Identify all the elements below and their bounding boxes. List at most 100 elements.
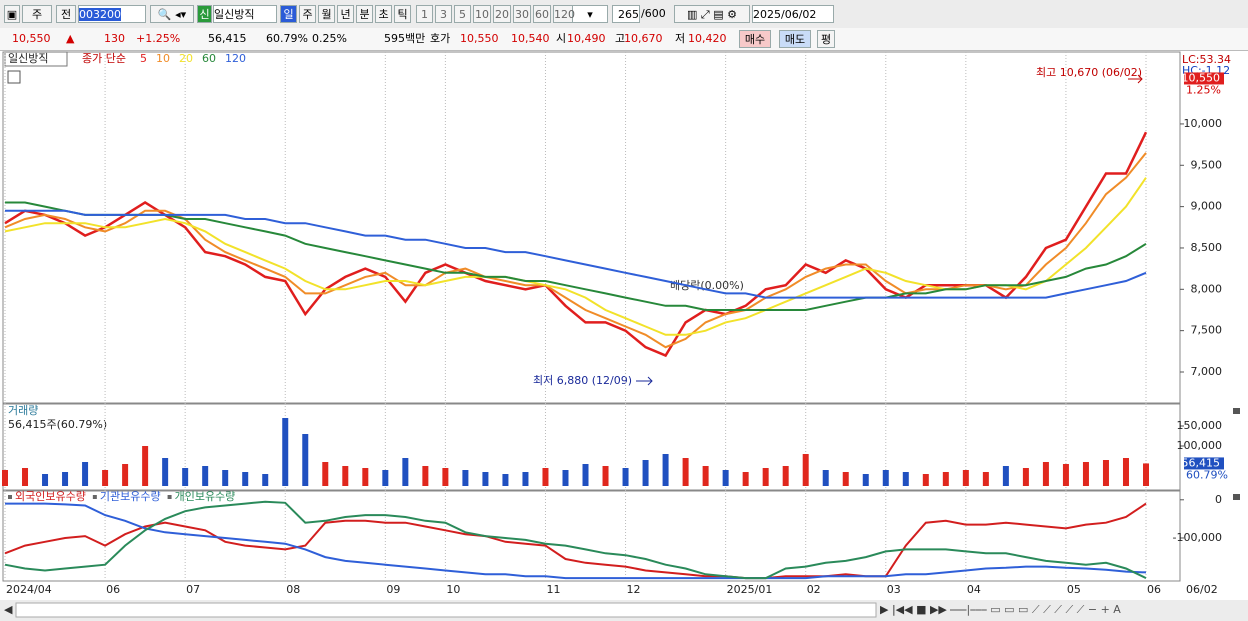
pane-close[interactable] (1233, 408, 1240, 414)
period-select[interactable]: 주 (22, 5, 52, 23)
x-tick-label: 06 (106, 583, 120, 596)
last-pct-label: 1.25% (1186, 83, 1221, 96)
pane-close[interactable] (1233, 494, 1240, 500)
minute-button[interactable]: 120 (553, 5, 575, 23)
buy-button[interactable]: 매수 (739, 30, 771, 48)
quote-ask: 10,550 (460, 32, 499, 45)
quote-bid: 10,540 (511, 32, 550, 45)
last-value-label: 56,415 (1182, 456, 1221, 469)
series-line (4, 152, 1147, 349)
quote-volume-ratio: 60.79% (266, 32, 308, 45)
x-tick-label: 03 (887, 583, 901, 596)
x-tick-label: 06 (1147, 583, 1161, 596)
legend-entry: 기관보유수량 (100, 490, 161, 503)
volume-bar (342, 466, 349, 486)
quote-bid-ask-label: 호가 (430, 32, 451, 45)
menu-icon[interactable]: ▣ (4, 5, 20, 23)
volume-bar (1042, 462, 1049, 486)
count[interactable]: 265 (612, 5, 640, 23)
dividend-annotation: 배당락(0.00%) (670, 279, 744, 292)
arrow (636, 376, 653, 386)
interval-button[interactable]: 틱 (394, 5, 411, 23)
last-value-box (1184, 457, 1224, 470)
volume-bar (182, 468, 189, 486)
volume-bar (142, 446, 149, 486)
volume-bar (122, 464, 129, 486)
legend-entry: 개인보유수량 (175, 490, 236, 503)
minute-button[interactable]: 1 (416, 5, 433, 23)
sell-button[interactable]: 매도 (779, 30, 811, 48)
series-line (5, 502, 1147, 580)
volume-bar (942, 472, 949, 486)
x-tick-label: 04 (967, 583, 981, 596)
legend-swatch (167, 495, 172, 499)
interval-button[interactable]: 주 (299, 5, 316, 23)
scroll-track[interactable] (15, 602, 877, 618)
volume-bar (622, 468, 629, 486)
zoom-tools[interactable]: ⎯⎯⎯|⎯⎯⎯ ▭ ▭ ▭ ⟋ ⟋ ⟋ ⟋ ⟋ − + A (950, 603, 1121, 616)
volume-bar (362, 468, 369, 486)
x-tick-label: 05 (1067, 583, 1081, 596)
legend-entry: 120 (225, 52, 246, 65)
volume-bar (922, 474, 929, 486)
volume-bar (582, 464, 589, 486)
legend-entry: 외국인보유수량 (15, 490, 86, 503)
minute-button[interactable]: 10 (473, 5, 491, 23)
quote-price: 10,550 (12, 32, 51, 45)
volume-bar (22, 468, 29, 486)
volume-bar (42, 474, 49, 486)
volume-bar (642, 460, 649, 486)
volume-subtitle: 56,415주(60.79%) (8, 418, 107, 431)
quote-turnover: 0.25% (312, 32, 347, 45)
volume-bar (802, 454, 809, 486)
volume-bar (782, 466, 789, 486)
quote-low-label: 저 (675, 32, 686, 45)
volume-bar (462, 470, 469, 486)
series-line (5, 201, 1147, 311)
y-tick-label: 9,000 (1191, 200, 1223, 213)
x-last-label: 06/02 (1186, 583, 1218, 596)
interval-button[interactable]: 초 (375, 5, 392, 23)
quote-change-pct: +1.25% (136, 32, 181, 45)
minute-button[interactable]: 30 (513, 5, 531, 23)
x-tick-label: 11 (546, 583, 560, 596)
scroll-left[interactable]: ◀ (4, 603, 13, 616)
quote-high-label: 고 (615, 32, 626, 45)
volume-bar (822, 470, 829, 486)
chart-tools[interactable]: ▥ ⤢ ▤ ⚙ (674, 5, 750, 23)
legend-swatch (8, 495, 12, 499)
minute-button[interactable]: 5 (454, 5, 471, 23)
stock-name[interactable]: 일신방직 (213, 5, 277, 23)
quote-amount: 595백만 (384, 32, 426, 45)
table-icon[interactable] (7, 70, 21, 84)
volume-bar (1022, 468, 1029, 486)
volume-bar (1062, 464, 1069, 486)
interval-button[interactable]: 일 (280, 5, 297, 23)
volume-bar (322, 462, 329, 486)
volume-bar (442, 468, 449, 486)
volume-bar (1122, 458, 1129, 486)
avg-button[interactable]: 평 (817, 30, 835, 48)
legend-entry: 5 (140, 52, 147, 65)
minute-button[interactable]: 3 (435, 5, 452, 23)
code-input[interactable]: 003200 (78, 5, 146, 23)
interval-button[interactable]: 년 (337, 5, 354, 23)
scroll-buttons[interactable]: ▶ |◀◀ ■ ▶▶ (880, 603, 947, 616)
x-tick-label: 12 (627, 583, 641, 596)
volume-bar (402, 458, 409, 486)
minute-button[interactable]: 60 (533, 5, 551, 23)
interval-button[interactable]: 분 (356, 5, 373, 23)
minute-button[interactable]: 20 (493, 5, 511, 23)
tools[interactable]: 🔍 ◂▾ (150, 5, 194, 23)
date-input[interactable]: 2025/06/02 (752, 5, 834, 23)
scope-button[interactable]: 전 (56, 5, 76, 23)
low-annotation: 최저 6,880 (12/09) (533, 374, 632, 387)
side-label: LC:53.34 (1182, 53, 1231, 66)
series-line (4, 131, 1148, 358)
y-tick-label: 8,000 (1191, 282, 1223, 295)
volume-bar (522, 472, 529, 486)
volume-bar (682, 458, 689, 486)
interval-button[interactable]: 월 (318, 5, 335, 23)
